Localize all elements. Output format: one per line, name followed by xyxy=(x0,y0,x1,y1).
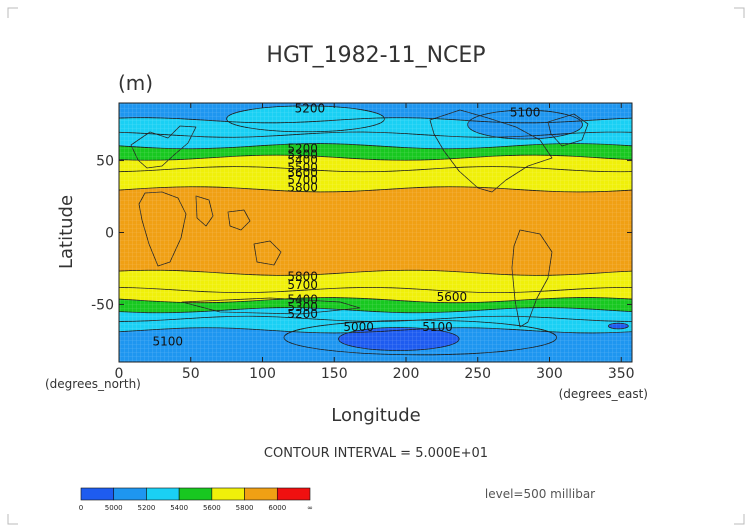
colorbar-segment-6 xyxy=(276,487,311,501)
x-tick-label-4: 200 xyxy=(393,366,420,382)
colorbar-label-0: 0 xyxy=(79,504,83,512)
contour-label-3: 5300 xyxy=(287,147,318,161)
y-tick-label-2: 50 xyxy=(96,154,114,170)
contour-label-5: 5500 xyxy=(287,160,318,174)
colorbar-segment-2 xyxy=(146,487,180,501)
x-tick-label-7: 350 xyxy=(608,366,635,382)
contour-label-0: 5200 xyxy=(295,101,326,115)
contour-label-6: 5600 xyxy=(287,166,318,180)
colorbar-segment-5 xyxy=(244,487,278,501)
contour-label-10: 5700 xyxy=(287,278,318,292)
y-tick-label-0: -50 xyxy=(91,297,114,313)
colorbar: 0 5000 5200 5400 5600 5800 6000 ∞ xyxy=(79,487,313,512)
contour-label-14: 5200 xyxy=(287,307,318,321)
x-tick-label-0: 0 xyxy=(115,366,124,382)
colorbar-label-5: 5800 xyxy=(236,504,254,512)
contour-label-16: 5100 xyxy=(422,320,453,334)
colorbar-segment-0 xyxy=(80,487,115,501)
contour-interval-text: CONTOUR INTERVAL = 5.000E+01 xyxy=(264,446,488,461)
colorbar-label-4: 5600 xyxy=(203,504,221,512)
colorbar-segment-3 xyxy=(178,487,213,501)
x-tick-label-3: 150 xyxy=(321,366,348,382)
contour-label-13: 5300 xyxy=(287,300,318,314)
units-label: (m) xyxy=(118,71,153,95)
y-tick-label-1: 0 xyxy=(105,226,114,242)
contour-label-11: 5600 xyxy=(437,290,468,304)
x-axis-label: Longitude xyxy=(331,405,421,426)
contour-label-12: 5400 xyxy=(287,293,318,307)
colorbar-label-7: ∞ xyxy=(307,504,313,512)
x-unit-note: (degrees_east) xyxy=(559,387,648,401)
colorbar-label-1: 5000 xyxy=(105,504,123,512)
contour-label-17: 5100 xyxy=(153,334,184,348)
x-tick-label-1: 50 xyxy=(182,366,200,382)
y-unit-note: (degrees_north) xyxy=(45,377,141,391)
contour-label-7: 5700 xyxy=(287,173,318,187)
colorbar-segment-4 xyxy=(211,487,245,501)
y-axis-label: Latitude xyxy=(56,195,77,269)
colorbar-segment-1 xyxy=(113,487,147,501)
plot-area: 5200 510052005300540055005600570058005800… xyxy=(119,101,632,362)
contour-label-15: 5000 xyxy=(343,320,374,334)
contour-label-layer: 5200 510052005300540055005600570058005800… xyxy=(153,101,541,348)
corner-marks xyxy=(7,7,745,525)
x-tick-label-5: 250 xyxy=(464,366,491,382)
chart-title: HGT_1982-11_NCEP xyxy=(266,43,485,68)
contour-label-2: 5200 xyxy=(287,142,318,156)
contour-label-1: 5100 xyxy=(510,106,541,120)
level-text: level=500 millibar xyxy=(485,487,595,501)
contour-label-8: 5800 xyxy=(287,180,318,194)
contour-label-9: 5800 xyxy=(287,270,318,284)
x-tick-label-2: 100 xyxy=(249,366,276,382)
colorbar-label-3: 5400 xyxy=(170,504,188,512)
contour-label-4: 5400 xyxy=(287,153,318,167)
colorbar-label-2: 5200 xyxy=(138,504,156,512)
colorbar-label-6: 6000 xyxy=(268,504,286,512)
x-tick-label-6: 300 xyxy=(536,366,563,382)
axis-ticks: 0 50 100 150 200 250 300 350 -50 0 50 xyxy=(91,103,635,382)
